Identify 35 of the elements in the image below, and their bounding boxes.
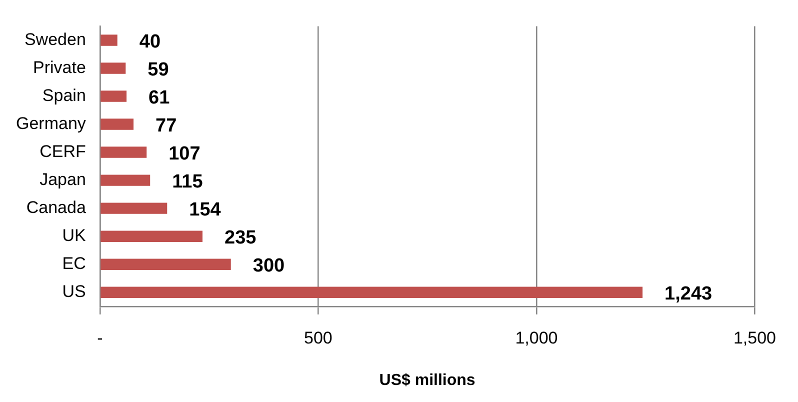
- bar: [100, 90, 127, 102]
- y-tick-label: Spain: [42, 86, 86, 105]
- data-label: 115: [172, 172, 204, 193]
- data-label: 107: [168, 144, 200, 165]
- data-label: 235: [224, 228, 257, 249]
- y-tick-label: EC: [62, 254, 86, 274]
- y-tick-label: CERF: [40, 142, 86, 161]
- y-tick-label: UK: [62, 226, 87, 246]
- data-label: 61: [148, 87, 170, 108]
- x-tick-label: -: [97, 328, 103, 348]
- bar: [100, 258, 231, 270]
- y-tick-label: Canada: [26, 198, 86, 218]
- bar: [100, 146, 147, 158]
- data-label: 59: [148, 59, 169, 80]
- bar: [100, 230, 202, 242]
- data-label: 77: [156, 116, 177, 137]
- bar: [100, 62, 126, 74]
- bar: [100, 174, 150, 186]
- y-tick-label: Japan: [40, 170, 86, 189]
- data-label: 40: [139, 31, 161, 52]
- y-tick-label: US: [62, 282, 86, 302]
- data-label: 1,243: [664, 284, 712, 305]
- data-label: 300: [252, 256, 285, 277]
- x-axis-title: US$ millions: [379, 372, 476, 389]
- x-tick-label: 1,500: [733, 328, 776, 348]
- bar: [100, 202, 168, 214]
- bar: [100, 34, 118, 46]
- data-label: 154: [189, 200, 222, 221]
- bar: [100, 118, 134, 130]
- x-tick-label: 500: [304, 328, 332, 348]
- y-tick-label: Germany: [16, 114, 86, 133]
- y-tick-label: Sweden: [24, 30, 86, 49]
- y-tick-label: Private: [32, 58, 86, 77]
- bar: [100, 286, 643, 298]
- x-tick-label: 1,000: [515, 328, 558, 348]
